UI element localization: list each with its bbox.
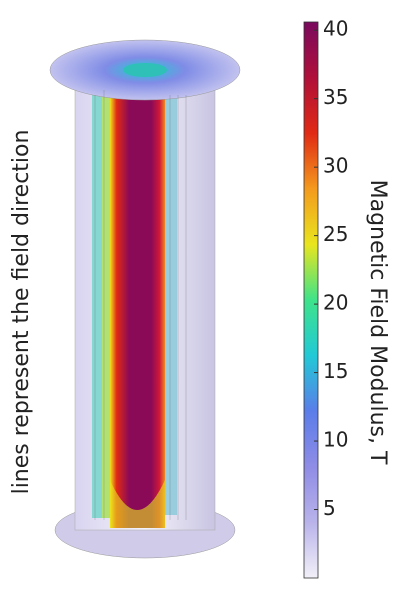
tick-label: 40	[323, 17, 348, 41]
tick-label: 35	[323, 85, 348, 109]
tick-label: 20	[323, 291, 348, 315]
annotation: lines represent the field direction	[9, 130, 34, 495]
tick-label: 15	[323, 359, 348, 383]
colorbar-label: Magnetic Field Modulus, T	[365, 180, 390, 465]
model-render	[49, 39, 241, 559]
tick-label: 10	[323, 428, 348, 452]
tick-label: 30	[323, 154, 348, 178]
tick-label: 25	[323, 222, 348, 246]
tick-label: 5	[323, 496, 336, 520]
colorbar	[303, 21, 319, 579]
